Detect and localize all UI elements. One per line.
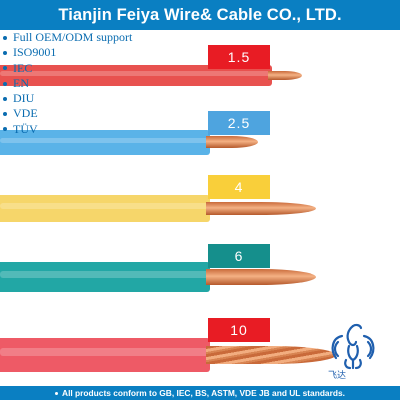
feature-item: Full OEM/ODM support xyxy=(3,30,132,45)
wire-10-copper-core xyxy=(206,346,336,364)
wire-4-copper-core xyxy=(206,202,316,215)
bullet-icon xyxy=(3,50,7,55)
bullet-icon xyxy=(3,112,7,117)
wire-4-label: 4 xyxy=(208,175,270,199)
bullet-icon xyxy=(3,81,7,86)
feature-item: VDE xyxy=(3,106,132,121)
feature-item: IEC xyxy=(3,61,132,76)
wire-6-insulation xyxy=(0,262,210,292)
footer-banner: All products conform to GB, IEC, BS, AST… xyxy=(0,386,400,400)
wire-1-5-copper-core xyxy=(268,71,302,80)
wire-4-insulation xyxy=(0,195,210,222)
wire-6-copper-core xyxy=(206,269,316,285)
feature-item: TÜV xyxy=(3,122,132,137)
feature-item: ISO9001 xyxy=(3,45,132,60)
bullet-icon xyxy=(3,96,7,101)
phoenix-logo-icon: 飞达 xyxy=(328,323,375,381)
bullet-icon xyxy=(3,35,7,40)
feature-list: Full OEM/ODM support ISO9001 IEC EN DIU … xyxy=(3,30,132,137)
feature-item: DIU xyxy=(3,91,132,106)
wire-2-5-insulation xyxy=(0,130,210,155)
wire-10-insulation xyxy=(0,338,210,372)
wire-10-label: 10 xyxy=(208,318,270,342)
wire-1-5-insulation xyxy=(0,65,272,86)
wire-1-5-label: 1.5 xyxy=(208,45,270,69)
footer-text: All products conform to GB, IEC, BS, AST… xyxy=(62,388,345,398)
bullet-icon xyxy=(3,66,7,71)
wire-6-label: 6 xyxy=(208,244,270,268)
bullet-icon xyxy=(55,391,59,395)
page-title: Tianjin Feiya Wire& Cable CO., LTD. xyxy=(0,0,400,30)
feature-item: EN xyxy=(3,76,132,91)
logo-text: 飞达 xyxy=(328,369,346,381)
wire-2-5-copper-core xyxy=(206,136,258,148)
wire-2-5-label: 2.5 xyxy=(208,111,270,135)
bullet-icon xyxy=(3,127,7,132)
